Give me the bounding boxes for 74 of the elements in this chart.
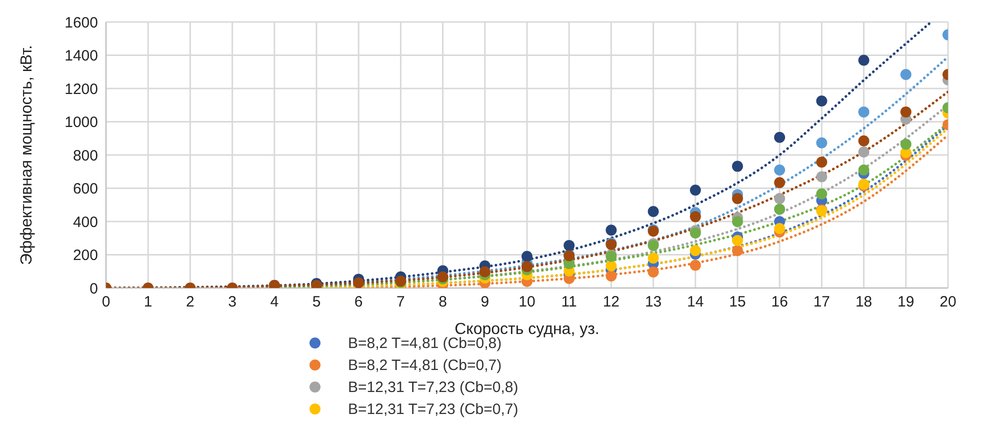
point xyxy=(900,69,912,80)
x-tick-label: 15 xyxy=(729,294,746,311)
point xyxy=(690,211,701,222)
y-tick-label: 600 xyxy=(72,180,98,198)
y-tick-label: 800 xyxy=(72,147,98,164)
point xyxy=(774,204,786,215)
point xyxy=(479,266,490,278)
point xyxy=(732,193,743,204)
x-tick-label: 16 xyxy=(771,294,788,311)
x-tick-label: 17 xyxy=(813,294,830,311)
point xyxy=(774,177,786,188)
point xyxy=(606,270,617,282)
point xyxy=(900,106,912,118)
point xyxy=(858,164,870,176)
y-tick-label: 200 xyxy=(72,247,98,264)
point xyxy=(858,54,870,66)
x-tick-label: 14 xyxy=(687,294,704,311)
legend-label: B=12,31 T=7,23 (Cb=0,8) xyxy=(348,378,518,396)
x-tick-label: 7 xyxy=(396,294,405,311)
x-tick-label: 9 xyxy=(480,294,490,311)
point xyxy=(690,260,701,271)
x-tick-label: 0 xyxy=(102,294,110,311)
x-tick-label: 11 xyxy=(561,294,577,311)
legend-label: B=12,31 T=7,23 (Cb=0,7) xyxy=(348,400,518,418)
point xyxy=(858,135,870,146)
point xyxy=(774,222,786,234)
point xyxy=(648,252,659,264)
point xyxy=(774,132,786,143)
point xyxy=(690,184,701,196)
y-tick-label: 1400 xyxy=(64,48,98,65)
x-tick-label: 18 xyxy=(855,294,872,311)
point xyxy=(816,95,828,106)
x-tick-label: 10 xyxy=(518,294,536,311)
y-tick-label: 1600 xyxy=(64,14,98,32)
point xyxy=(732,245,743,256)
point xyxy=(522,261,532,272)
x-tick-label: 13 xyxy=(644,294,662,311)
legend-label: B=8,2 T=4,81 (Cb=0,7) xyxy=(348,356,502,374)
x-tick-label: 2 xyxy=(186,294,194,311)
point xyxy=(774,193,786,204)
y-tick-label: 1000 xyxy=(64,114,98,132)
point xyxy=(816,171,828,182)
x-tick-label: 12 xyxy=(602,294,620,311)
point xyxy=(564,240,575,251)
point xyxy=(732,216,743,228)
point xyxy=(816,137,828,148)
point xyxy=(690,245,701,256)
x-axis-title: Скорость судна, уз. xyxy=(454,321,600,338)
point xyxy=(606,260,617,272)
x-tick-label: 4 xyxy=(270,294,279,311)
x-tick-label: 6 xyxy=(354,294,363,311)
x-tick-label: 5 xyxy=(312,294,321,311)
point xyxy=(816,188,828,200)
point xyxy=(732,160,743,172)
y-tick-label: 400 xyxy=(72,214,98,231)
point xyxy=(900,138,912,150)
y-tick-label: 1200 xyxy=(64,80,98,98)
x-tick-label: 3 xyxy=(228,294,236,311)
x-tick-label: 8 xyxy=(438,294,447,311)
point xyxy=(816,156,828,168)
point xyxy=(648,266,659,278)
y-axis-title: Эффективная мощность, кВт. xyxy=(18,44,36,265)
x-tick-label: 1 xyxy=(144,294,152,311)
point xyxy=(858,146,870,158)
point xyxy=(353,277,364,288)
point xyxy=(606,224,617,236)
point xyxy=(732,234,743,246)
x-tick-label: 19 xyxy=(898,294,914,311)
point xyxy=(858,106,870,118)
point xyxy=(774,164,786,176)
point xyxy=(648,206,659,218)
x-tick-label: 20 xyxy=(940,294,956,311)
y-tick-label: 0 xyxy=(90,280,98,298)
point xyxy=(522,250,532,262)
